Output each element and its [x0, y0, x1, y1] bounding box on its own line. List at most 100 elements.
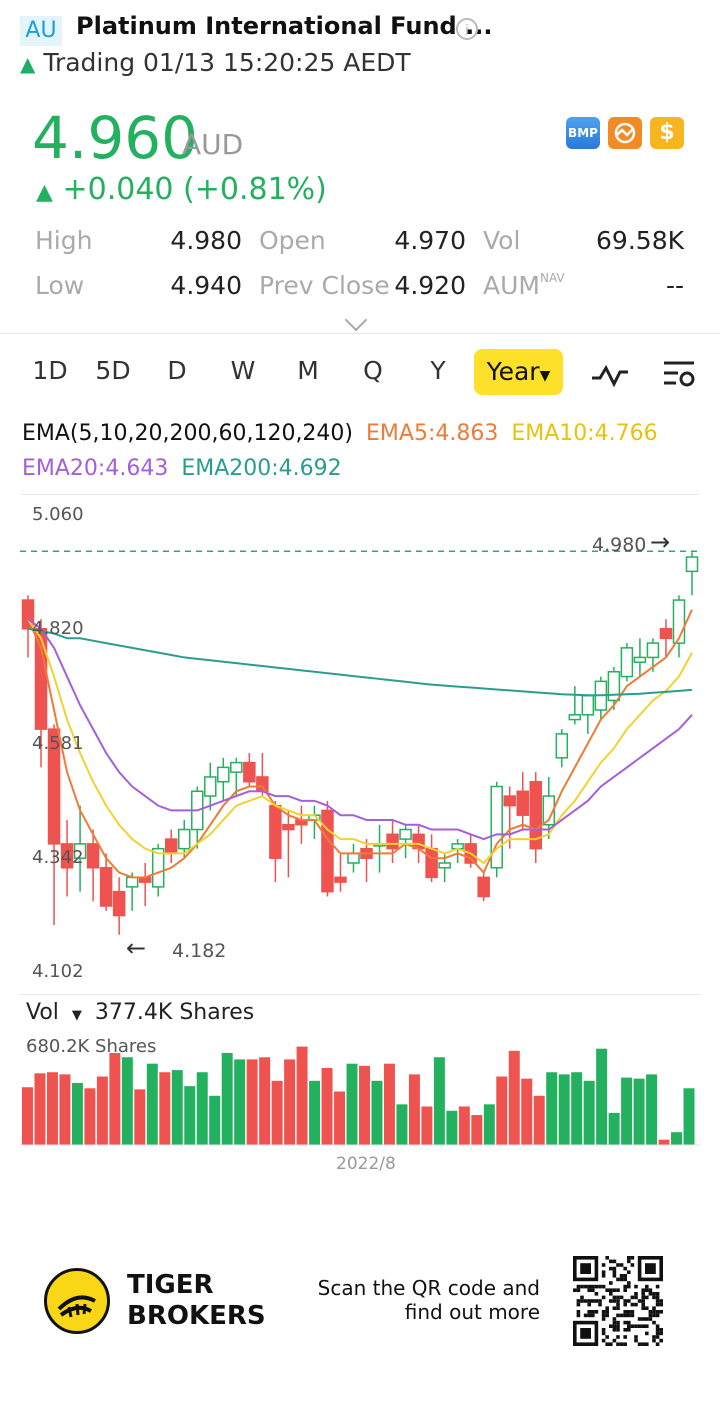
volume-bar [321, 1067, 333, 1145]
candle [594, 676, 608, 720]
market-badge: AU [20, 16, 62, 46]
candle [373, 824, 386, 873]
info-icon[interactable]: i [456, 18, 478, 40]
volume-bar [383, 1063, 395, 1145]
candle [99, 853, 113, 911]
volume-bar [633, 1078, 645, 1145]
high-marker-label: 4.980 [592, 534, 647, 556]
tab-1d[interactable]: 1D [32, 356, 68, 385]
volume-bar [221, 1052, 233, 1145]
volume-bar [171, 1070, 183, 1145]
indicator-icon[interactable] [590, 360, 630, 394]
volume-bar [234, 1059, 246, 1145]
last-price: 4.960 [32, 104, 199, 172]
ema20-value: EMA20:4.643 [22, 456, 169, 481]
volume-bar [396, 1104, 408, 1145]
candle [581, 694, 595, 734]
low-marker-label: 4.182 [172, 940, 227, 962]
volume-bar [458, 1106, 470, 1145]
scan-text: Scan the QR code and find out more [300, 1276, 540, 1324]
ema-title: EMA(5,10,20,200,60,120,240) [22, 421, 354, 446]
volume-bar [271, 1080, 283, 1145]
up-triangle-icon: ▲ [36, 180, 53, 205]
volume-bar [683, 1088, 695, 1145]
candle [607, 666, 621, 711]
candle [347, 843, 360, 873]
arrow-left-icon: ← [126, 934, 147, 962]
prev-close-label: Prev Close [259, 271, 390, 300]
candle [360, 839, 373, 883]
up-triangle-icon: ▲ [20, 52, 36, 76]
volume-bar [658, 1139, 670, 1145]
tab-5d[interactable]: 5D [95, 356, 131, 385]
candle [230, 757, 243, 797]
price-change-value: +0.040 (+0.81%) [62, 172, 327, 207]
tab-year-label: Year [486, 357, 540, 386]
tab-d[interactable]: D [167, 356, 187, 385]
volume-bar [109, 1052, 121, 1145]
chart-settings-icon[interactable] [660, 357, 698, 395]
y-tick-label: 5.060 [32, 504, 84, 525]
volume-bar [84, 1088, 96, 1145]
volume-bar [146, 1063, 158, 1145]
volume-bar [246, 1059, 258, 1145]
tab-y[interactable]: Y [430, 356, 446, 385]
ema-legend-row1: EMA(5,10,20,200,60,120,240) EMA5:4.863 E… [22, 421, 658, 446]
volume-bar [309, 1080, 321, 1145]
volume-header[interactable]: Vol ▼ 377.4K Shares [26, 1000, 254, 1025]
open-label: Open [259, 226, 326, 255]
volume-bar [359, 1065, 370, 1145]
network-icon[interactable] [608, 117, 642, 149]
volume-bar [296, 1046, 308, 1145]
ema10-value: EMA10:4.766 [511, 421, 658, 446]
bmp-icon[interactable]: BMP [566, 117, 600, 149]
high-label: High [35, 226, 93, 255]
y-tick-label: 4.102 [32, 961, 84, 982]
candle [138, 862, 152, 907]
open-value: 4.970 [394, 226, 466, 255]
brand-line1: TIGER [127, 1270, 214, 1300]
volume-bar [159, 1072, 171, 1145]
y-tick-label: 4.581 [32, 733, 84, 754]
candlestick-chart[interactable] [0, 0, 720, 1180]
volume-max-label: 680.2K Shares [26, 1036, 157, 1057]
volume-bar [471, 1115, 483, 1145]
scan-line2: find out more [404, 1300, 540, 1324]
candle [516, 772, 529, 830]
candle [47, 724, 61, 926]
divider [0, 333, 720, 334]
volume-bar [433, 1057, 445, 1145]
volume-bar [408, 1074, 420, 1145]
candle [659, 619, 673, 658]
candle [269, 800, 282, 883]
volume-bar [346, 1063, 358, 1145]
tab-q[interactable]: Q [363, 356, 383, 385]
tab-m[interactable]: M [297, 356, 319, 385]
candle [490, 781, 503, 878]
dollar-icon[interactable]: $ [650, 117, 684, 149]
volume-bar [334, 1091, 346, 1145]
vol-value: 69.58K [596, 226, 684, 255]
ema200-value: EMA200:4.692 [181, 456, 342, 481]
trading-status-text: Trading 01/13 15:20:25 AEDT [43, 48, 411, 77]
brand-name: TIGER BROKERS [127, 1270, 266, 1332]
trading-status: ▲ Trading 01/13 15:20:25 AEDT [20, 48, 411, 77]
ema5-line [27, 609, 693, 879]
vol-label: Vol [483, 226, 521, 255]
candle [112, 877, 126, 935]
candle [86, 829, 100, 902]
caret-down-icon: ▼ [71, 1008, 82, 1023]
candle [477, 872, 490, 902]
tab-year[interactable]: Year▼ [474, 349, 563, 395]
tab-w[interactable]: W [230, 356, 256, 385]
ema20-line [27, 618, 693, 841]
ema-legend-row2: EMA20:4.643 EMA200:4.692 [22, 456, 342, 481]
volume-bar [596, 1048, 608, 1145]
volume-bar [546, 1072, 558, 1145]
volume-bar [184, 1086, 196, 1145]
y-tick-label: 4.342 [32, 847, 84, 868]
candle [399, 824, 412, 859]
brand-line2: BROKERS [127, 1301, 266, 1331]
candle [177, 819, 191, 859]
tiger-logo [44, 1268, 110, 1334]
